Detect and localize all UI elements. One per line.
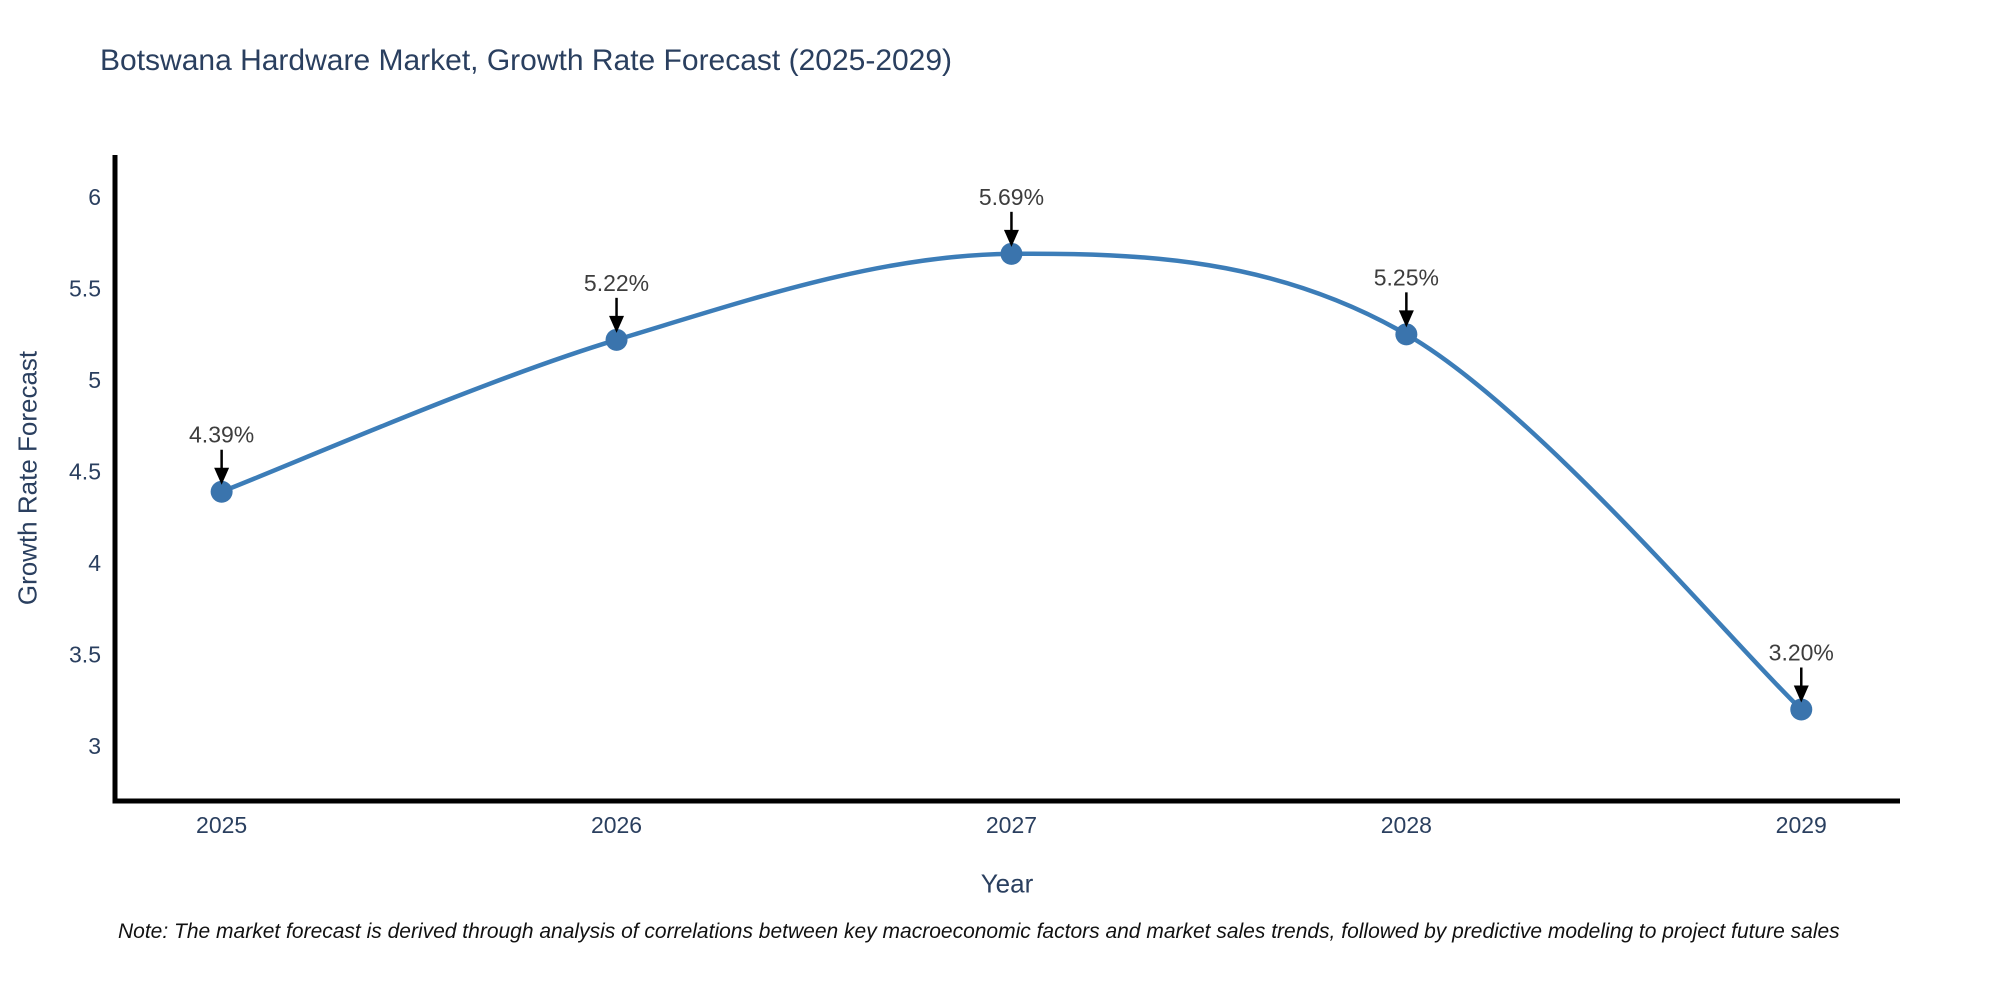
y-axis-line: [112, 155, 118, 804]
annotation-arrow-head: [1003, 229, 1019, 247]
data-point-2025[interactable]: [210, 480, 233, 503]
y-axis-title: Growth Rate Forecast: [12, 350, 43, 606]
x-tick-label: 2029: [1776, 812, 1827, 838]
x-tick-label: 2028: [1381, 812, 1432, 838]
x-tick-label: 2026: [591, 812, 642, 838]
point-label: 5.69%: [979, 184, 1044, 210]
data-point-2026[interactable]: [605, 328, 628, 351]
point-label: 3.20%: [1769, 639, 1834, 665]
data-point-2028[interactable]: [1395, 323, 1418, 346]
x-axis-title: Year: [980, 868, 1034, 899]
x-tick-label: 2025: [196, 812, 247, 838]
y-tick-labels: 3 3.5 4 4.5 5 5.5 6: [69, 184, 101, 759]
data-point-2027[interactable]: [1000, 242, 1023, 265]
y-tick-label: 3.5: [69, 642, 101, 668]
y-tick-label: 4.5: [69, 459, 101, 485]
point-label: 4.39%: [189, 422, 254, 448]
annotation-arrow-head: [1793, 685, 1809, 703]
annotation-arrow-head: [214, 467, 230, 485]
x-tick-labels: 2025 2026 2027 2028 2029: [196, 812, 1827, 838]
x-tick-label: 2027: [986, 812, 1037, 838]
y-tick-label: 6: [88, 184, 101, 210]
y-tick-label: 5: [88, 367, 101, 393]
footnote: Note: The market forecast is derived thr…: [118, 920, 1840, 943]
point-label: 5.22%: [584, 270, 649, 296]
axes: [112, 155, 1900, 804]
y-tick-label: 3: [88, 733, 101, 759]
chart-title: Botswana Hardware Market, Growth Rate Fo…: [100, 44, 953, 77]
point-annotations: 4.39% 5.22% 5.69% 5.25% 3.20%: [189, 184, 1834, 703]
annotation-arrow-head: [609, 315, 625, 333]
y-tick-label: 4: [88, 550, 101, 576]
x-axis-line: [112, 798, 1900, 804]
point-label: 5.25%: [1374, 264, 1439, 290]
data-points: [210, 242, 1813, 721]
y-tick-label: 5.5: [69, 276, 101, 302]
annotation-arrow-head: [1398, 310, 1414, 328]
series-line: [219, 251, 1804, 712]
data-point-2029[interactable]: [1790, 698, 1813, 721]
